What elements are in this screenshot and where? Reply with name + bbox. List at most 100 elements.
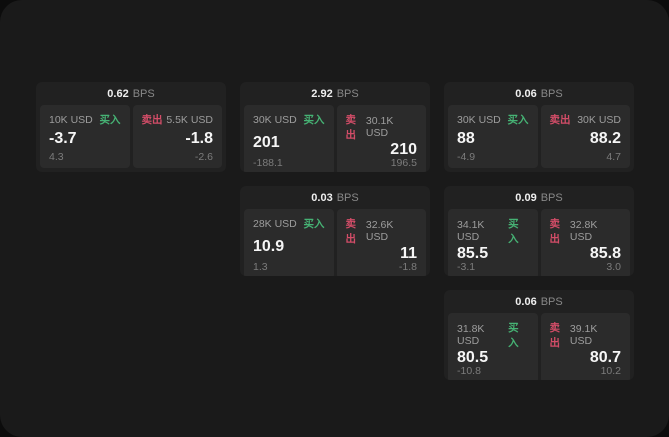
spread-header: 0.09 BPS — [444, 186, 634, 209]
sell-side-label: 卖出 — [345, 218, 357, 245]
sell-amount: 32.6K USD — [365, 219, 394, 243]
buy-delta: -3.1 — [457, 261, 476, 273]
buy-panel-top: 28K USD 买入 — [253, 216, 325, 231]
spread-value: 2.92 — [311, 87, 333, 100]
sell-amount: 30.1K USD — [365, 115, 394, 139]
quote-card: 0.06 BPS 31.8K USD 买入 80.5 -10.8 卖出 39.1… — [444, 290, 634, 380]
buy-price: 80.5 — [457, 349, 489, 366]
sell-panel[interactable]: 卖出 30K USD 88.2 4.7 — [540, 105, 630, 168]
buy-amount: 34.1K USD — [457, 219, 485, 243]
buy-panel[interactable]: 30K USD 买入 201 -188.1 — [244, 105, 334, 172]
sell-delta: 3.0 — [606, 261, 621, 273]
buy-panel-top: 30K USD 买入 — [457, 112, 529, 127]
bps-label: BPS — [336, 191, 359, 204]
sell-panel-top: 卖出 32.6K USD — [346, 216, 418, 246]
buy-delta: 4.3 — [49, 150, 64, 163]
sell-amount: 5.5K USD — [166, 113, 213, 126]
buy-side-label: 买入 — [303, 114, 325, 126]
bps-label: BPS — [540, 87, 563, 100]
buy-panel[interactable]: 34.1K USD 买入 85.5 -3.1 — [448, 209, 538, 276]
bps-label: BPS — [540, 295, 563, 308]
buy-side-label: 买入 — [303, 218, 325, 230]
spread-value: 0.62 — [107, 87, 129, 100]
buy-panel[interactable]: 28K USD 买入 10.9 1.3 — [244, 209, 334, 276]
buy-delta: -4.9 — [457, 150, 476, 163]
buy-price: 10.9 — [253, 237, 285, 255]
buy-side-label: 买入 — [507, 114, 529, 126]
buy-delta: -10.8 — [457, 365, 481, 377]
quote-card: 2.92 BPS 30K USD 买入 201 -188.1 卖出 30.1K … — [240, 82, 430, 172]
quote-panels: 28K USD 买入 10.9 1.3 卖出 32.6K USD 11 -1.8 — [240, 209, 430, 276]
buy-amount: 31.8K USD — [457, 323, 485, 347]
quote-panels: 31.8K USD 买入 80.5 -10.8 卖出 39.1K USD 80.… — [444, 313, 634, 380]
buy-side-label: 买入 — [508, 218, 519, 245]
quote-panels: 34.1K USD 买入 85.5 -3.1 卖出 32.8K USD 85.8… — [444, 209, 634, 276]
sell-panel-top: 卖出 30.1K USD — [346, 112, 418, 142]
sell-price: -1.8 — [185, 130, 213, 148]
sell-price: 210 — [390, 141, 417, 158]
spread-value: 0.06 — [515, 87, 537, 100]
sell-side-label: 卖出 — [141, 114, 163, 126]
sell-panel[interactable]: 卖出 32.6K USD 11 -1.8 — [336, 209, 426, 276]
spread-header: 0.06 BPS — [444, 290, 634, 313]
sell-delta: -2.6 — [194, 150, 213, 163]
sell-side-label: 卖出 — [345, 114, 357, 141]
buy-panel-top: 10K USD 买入 — [49, 112, 121, 127]
spread-header: 0.03 BPS — [240, 186, 430, 209]
quote-card: 0.03 BPS 28K USD 买入 10.9 1.3 卖出 32.6K US… — [240, 186, 430, 276]
quote-card: 0.09 BPS 34.1K USD 买入 85.5 -3.1 卖出 32.8K… — [444, 186, 634, 276]
sell-panel[interactable]: 卖出 39.1K USD 80.7 10.2 — [540, 313, 630, 380]
sell-amount: 30K USD — [577, 113, 621, 126]
spread-header: 0.62 BPS — [36, 82, 226, 105]
buy-amount: 30K USD — [253, 113, 297, 126]
buy-amount: 28K USD — [253, 217, 297, 230]
buy-panel[interactable]: 31.8K USD 买入 80.5 -10.8 — [448, 313, 538, 380]
bps-label: BPS — [540, 191, 563, 204]
sell-delta: 196.5 — [390, 157, 417, 169]
sell-delta: -1.8 — [398, 261, 417, 273]
sell-price: 11 — [400, 245, 417, 262]
sell-side-label: 卖出 — [549, 322, 561, 349]
sell-panel[interactable]: 卖出 5.5K USD -1.8 -2.6 — [132, 105, 222, 168]
buy-panel-top: 31.8K USD 买入 — [457, 320, 529, 350]
sell-panel-top: 卖出 5.5K USD — [142, 112, 214, 127]
quote-card: 0.06 BPS 30K USD 买入 88 -4.9 卖出 30K USD — [444, 82, 634, 172]
quote-panels: 10K USD 买入 -3.7 4.3 卖出 5.5K USD -1.8 -2.… — [36, 105, 226, 172]
quote-panels: 30K USD 买入 88 -4.9 卖出 30K USD 88.2 4.7 — [444, 105, 634, 172]
sell-side-label: 卖出 — [549, 218, 561, 245]
quote-card: 0.62 BPS 10K USD 买入 -3.7 4.3 卖出 5.5K USD — [36, 82, 226, 172]
sell-panel-top: 卖出 32.8K USD — [550, 216, 622, 246]
bps-label: BPS — [132, 87, 155, 100]
sell-panel-top: 卖出 39.1K USD — [550, 320, 622, 350]
spread-value: 0.09 — [515, 191, 537, 204]
spread-header: 0.06 BPS — [444, 82, 634, 105]
spread-header: 2.92 BPS — [240, 82, 430, 105]
sell-price: 88.2 — [589, 130, 621, 148]
buy-amount: 30K USD — [457, 113, 501, 126]
spread-value: 0.06 — [515, 295, 537, 308]
buy-side-label: 买入 — [99, 114, 121, 126]
sell-panel[interactable]: 卖出 32.8K USD 85.8 3.0 — [540, 209, 630, 276]
buy-delta: -188.1 — [253, 157, 283, 169]
sell-panel-top: 卖出 30K USD — [550, 112, 622, 127]
buy-panel[interactable]: 10K USD 买入 -3.7 4.3 — [40, 105, 130, 168]
buy-price: 201 — [253, 133, 280, 151]
quotes-grid: 0.62 BPS 10K USD 买入 -3.7 4.3 卖出 5.5K USD — [36, 82, 634, 380]
buy-price: 88 — [457, 130, 475, 148]
sell-price: 85.8 — [589, 245, 621, 262]
buy-panel[interactable]: 30K USD 买入 88 -4.9 — [448, 105, 538, 168]
buy-panel-top: 34.1K USD 买入 — [457, 216, 529, 246]
buy-price: -3.7 — [49, 130, 77, 148]
sell-delta: 10.2 — [600, 365, 621, 377]
buy-amount: 10K USD — [49, 113, 93, 126]
sell-panel[interactable]: 卖出 30.1K USD 210 196.5 — [336, 105, 426, 172]
buy-panel-top: 30K USD 买入 — [253, 112, 325, 127]
buy-price: 85.5 — [457, 245, 489, 262]
buy-delta: 1.3 — [253, 261, 268, 273]
bps-label: BPS — [336, 87, 359, 100]
spread-value: 0.03 — [311, 191, 333, 204]
sell-price: 80.7 — [589, 349, 621, 366]
buy-side-label: 买入 — [508, 322, 519, 349]
sell-amount: 32.8K USD — [569, 219, 598, 243]
